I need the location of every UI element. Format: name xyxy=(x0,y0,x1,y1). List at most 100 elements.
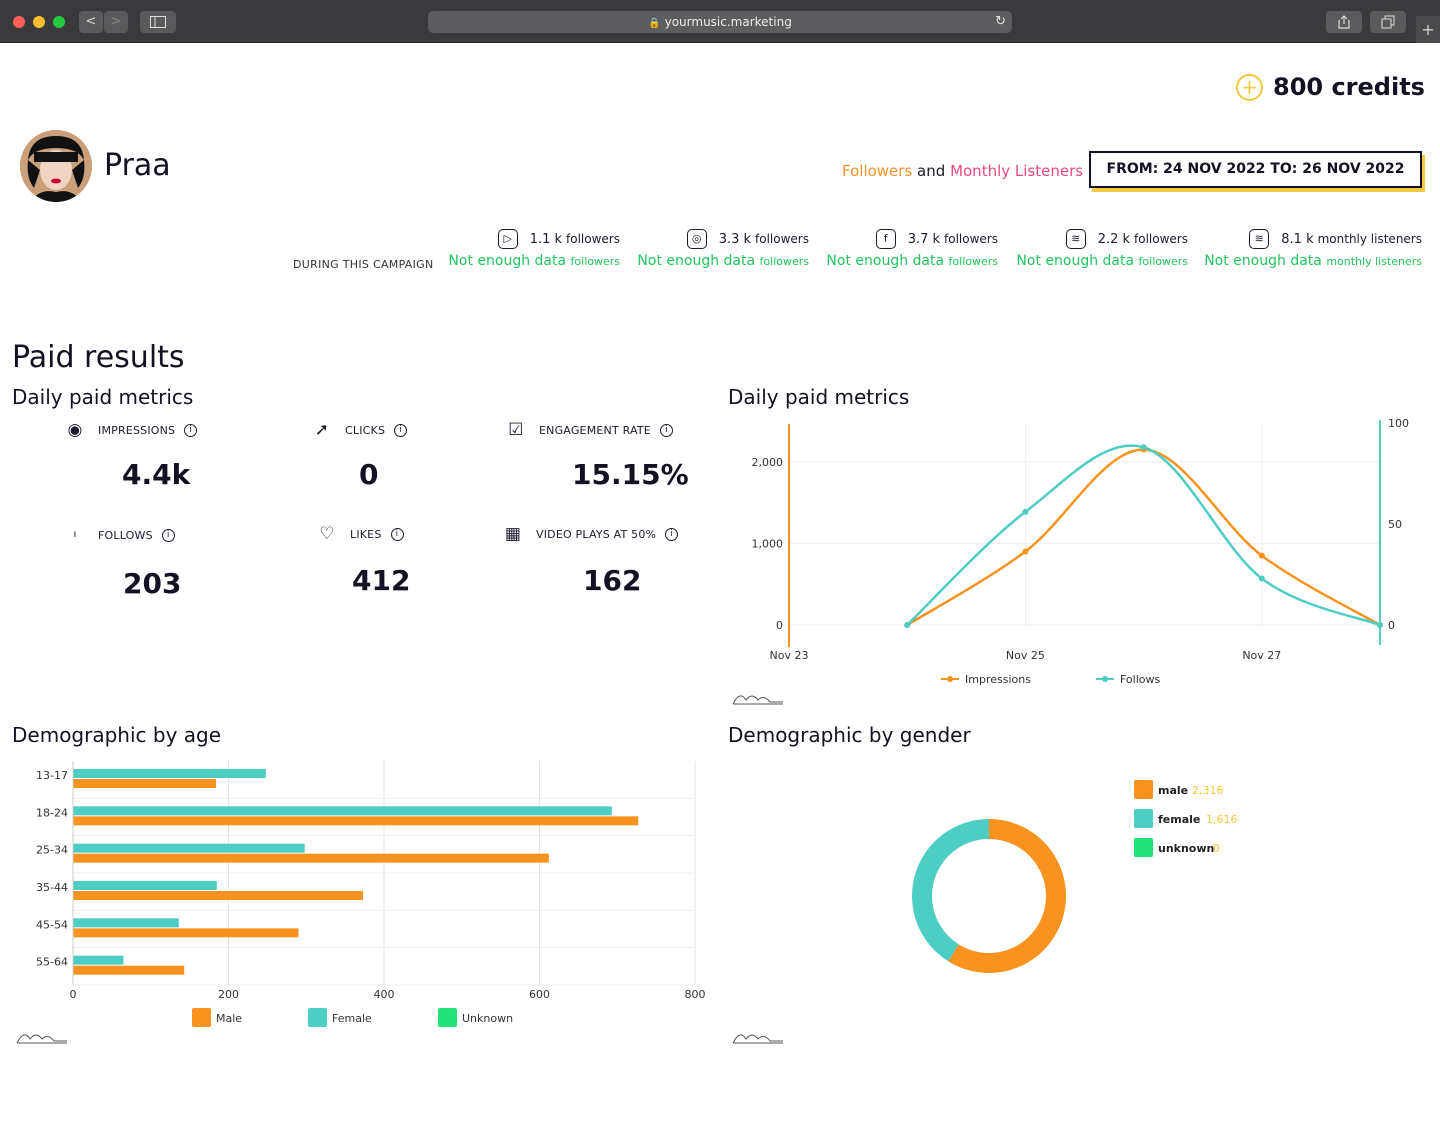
x-tick-label: 0 xyxy=(70,988,77,1001)
video-icon: ▦ xyxy=(504,524,522,544)
metric-video-plays: ▦ VIDEO PLAYS AT 50% i 162 xyxy=(502,522,702,597)
bar-female xyxy=(73,806,612,816)
share-icon xyxy=(1338,15,1350,29)
data-point-follows xyxy=(1022,508,1029,515)
data-point-impressions xyxy=(1022,548,1029,555)
x-tick-label: 800 xyxy=(685,988,706,1001)
legend-swatch xyxy=(192,1008,211,1027)
legend-label: Unknown xyxy=(462,1012,513,1025)
y-tick-label: 18-24 xyxy=(36,806,68,819)
series-line-follows xyxy=(906,444,1381,627)
engagement-rate-value: 15.15% xyxy=(572,458,689,491)
metric-engagement-rate: ☑ ENGAGEMENT RATE i 15.15% xyxy=(505,418,705,491)
chart-sparkline-icon[interactable] xyxy=(732,1029,784,1045)
reload-icon[interactable]: ↻ xyxy=(995,14,1006,29)
data-point-follows xyxy=(1140,444,1147,451)
y-tick-label-right: 50 xyxy=(1388,518,1402,531)
heart-icon: ♡ xyxy=(319,524,335,544)
new-tab-button[interactable]: + xyxy=(1416,16,1440,43)
spotify-icon: ≋ xyxy=(1065,229,1086,249)
bar-female xyxy=(73,918,179,928)
y-tick-label-left: 2,000 xyxy=(752,456,784,469)
y-tick-label: 13-17 xyxy=(36,769,68,782)
add-credits-icon[interactable]: + xyxy=(1236,73,1263,101)
share-button[interactable] xyxy=(1326,11,1362,33)
x-tick-label: Nov 23 xyxy=(770,649,809,662)
credits-widget[interactable]: + 800 credits xyxy=(1236,73,1425,101)
chart-sparkline-icon[interactable] xyxy=(16,1029,68,1045)
data-point-follows xyxy=(1377,622,1383,628)
bar-male xyxy=(73,816,639,826)
date-range-picker[interactable]: FROM: 24 NOV 2022 TO: 26 NOV 2022 xyxy=(1089,151,1422,188)
forward-button[interactable]: > xyxy=(104,11,128,33)
tabs-overview-button[interactable] xyxy=(1370,11,1406,33)
sidebar-icon xyxy=(150,16,166,28)
likes-value: 412 xyxy=(352,564,411,597)
legend-label: Female xyxy=(332,1012,372,1025)
bar-male xyxy=(73,965,185,975)
legend-label-follows: Follows xyxy=(1120,673,1161,686)
legend-label-female: female xyxy=(1158,813,1200,826)
legend-value-male: 2,316 xyxy=(1192,784,1224,797)
paid-results-heading: Paid results xyxy=(12,340,185,375)
gender-chart-title: Demographic by gender xyxy=(728,723,971,747)
cursor-icon: ➚ xyxy=(314,420,330,440)
facebook-icon: f xyxy=(875,229,896,249)
instagram-icon: ◎ xyxy=(686,229,707,249)
impressions-value: 4.4k xyxy=(122,458,191,491)
legend-swatch-male xyxy=(1134,780,1153,799)
legend-label-male: male xyxy=(1158,784,1188,797)
followers-listeners-label: Followers and Monthly Listeners xyxy=(842,162,1084,180)
plus-icon: + xyxy=(1421,20,1435,39)
y-tick-label: 25-34 xyxy=(36,844,68,857)
back-button[interactable]: < xyxy=(79,11,103,33)
address-bar[interactable]: 🔒 yourmusic.marketing ↻ xyxy=(428,11,1012,33)
legend-label-impressions: Impressions xyxy=(965,673,1031,686)
legend-swatch xyxy=(308,1008,327,1027)
y-tick-label: 45-54 xyxy=(36,918,68,931)
url-text: yourmusic.marketing xyxy=(664,15,792,29)
artist-avatar xyxy=(20,130,92,202)
info-icon[interactable]: i xyxy=(184,423,198,437)
metric-clicks: ➚ CLICKS i 0 xyxy=(311,418,511,491)
y-tick-label-right: 0 xyxy=(1388,619,1395,632)
close-window-button[interactable] xyxy=(13,16,25,28)
info-icon[interactable]: i xyxy=(161,528,175,542)
platform-stat-youtube: ▷ 1.1 k followers Not enough data follower… xyxy=(448,228,620,269)
pie-slice-male xyxy=(948,819,1066,973)
daily-chart-title: Daily paid metrics xyxy=(728,385,910,409)
maximize-window-button[interactable] xyxy=(53,16,65,28)
during-campaign-label: DURING THIS CAMPAIGN xyxy=(293,258,434,271)
tabs-icon xyxy=(1381,15,1395,29)
legend-label: Male xyxy=(216,1012,242,1025)
y-tick-label: 55-64 xyxy=(36,956,68,969)
metric-likes: ♡ LIKES i 412 xyxy=(316,522,516,597)
chevron-right-icon: > xyxy=(110,14,122,29)
bar-male xyxy=(73,891,364,900)
daily-metrics-line-chart: Nov 23 Nov 25 Nov 27 0 1,000 2,000 0 50 100 Impre… xyxy=(752,417,1410,686)
legend-value-unknown: 0 xyxy=(1213,842,1220,855)
legend-value-female: 1,616 xyxy=(1206,813,1238,826)
info-icon[interactable]: i xyxy=(665,527,679,541)
bar-male xyxy=(73,779,217,788)
legend-label-unknown: unknown xyxy=(1158,842,1214,855)
youtube-icon: ▷ xyxy=(497,229,518,249)
y-tick-label-left: 1,000 xyxy=(752,537,784,550)
platform-stat-spotify-followers: ≋ 2.2 k followers Not enough data follower… xyxy=(1016,228,1188,269)
legend-marker-follows xyxy=(1102,676,1108,682)
metric-follows: ı FOLLOWS i 203 xyxy=(64,523,264,600)
info-icon[interactable]: i xyxy=(394,423,408,437)
chart-sparkline-icon[interactable] xyxy=(732,690,784,706)
follows-icon: ı xyxy=(73,529,77,540)
daily-metrics-heading: Daily paid metrics xyxy=(12,385,194,409)
minimize-window-button[interactable] xyxy=(33,16,45,28)
legend-swatch xyxy=(438,1008,457,1027)
info-icon[interactable]: i xyxy=(390,527,404,541)
lock-icon: 🔒 xyxy=(648,18,661,29)
info-icon[interactable]: i xyxy=(659,423,673,437)
sidebar-toggle-button[interactable] xyxy=(140,11,176,33)
platform-stat-instagram: ◎ 3.3 k followers Not enough data follower… xyxy=(637,228,809,269)
y-tick-label: 35-44 xyxy=(36,881,68,894)
x-tick-label: 600 xyxy=(529,988,550,1001)
platform-stat-facebook: f 3.7 k followers Not enough data follower… xyxy=(826,228,998,269)
